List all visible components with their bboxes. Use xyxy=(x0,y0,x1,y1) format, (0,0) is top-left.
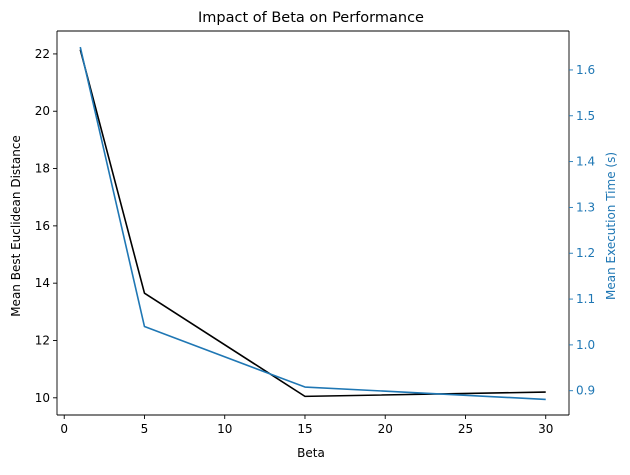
y-left-tick-label: 12 xyxy=(35,333,50,347)
y-left-tick-label: 16 xyxy=(35,219,50,233)
y-axis-label-left: Mean Best Euclidean Distance xyxy=(9,135,23,317)
chart-title: Impact of Beta on Performance xyxy=(198,10,424,26)
x-tick-label: 30 xyxy=(538,422,553,436)
x-axis-label: Beta xyxy=(297,446,325,460)
x-tick-label: 25 xyxy=(458,422,473,436)
x-tick-label: 20 xyxy=(378,422,393,436)
plot-area xyxy=(56,30,570,416)
y-left-tick-label: 18 xyxy=(35,162,50,176)
series-line-left-axis xyxy=(79,49,546,398)
y-left-tick-label: 14 xyxy=(35,276,50,290)
y-right-tick-label: 1.5 xyxy=(576,109,595,123)
y-right-tick-label: 1.0 xyxy=(576,338,595,352)
y-right-tick-label: 1.6 xyxy=(576,63,595,77)
ticks-layer: 0 5 10 15 20 25 30 10 12 14 16 18 20 22 0.9 1.0 1.1 1.2 1.… xyxy=(35,47,595,436)
y-left-tick-label: 10 xyxy=(35,391,50,405)
x-tick-label: 0 xyxy=(60,422,68,436)
y-right-tick-label: 1.2 xyxy=(576,246,595,260)
y-right-tick-label: 1.1 xyxy=(576,292,595,306)
y-right-tick-label: 1.4 xyxy=(576,155,595,169)
y-right-tick-label: 1.3 xyxy=(576,200,595,214)
y-left-tick-label: 20 xyxy=(35,104,50,118)
series-layer xyxy=(79,46,546,401)
y-axis-label-right: Mean Execution Time (s) xyxy=(604,152,618,300)
y-right-tick-label: 0.9 xyxy=(576,384,595,398)
x-tick-label: 5 xyxy=(141,422,149,436)
series-line-right-axis xyxy=(79,46,546,401)
x-tick-label: 10 xyxy=(217,422,232,436)
x-tick-label: 15 xyxy=(297,422,312,436)
y-left-tick-label: 22 xyxy=(35,47,50,61)
